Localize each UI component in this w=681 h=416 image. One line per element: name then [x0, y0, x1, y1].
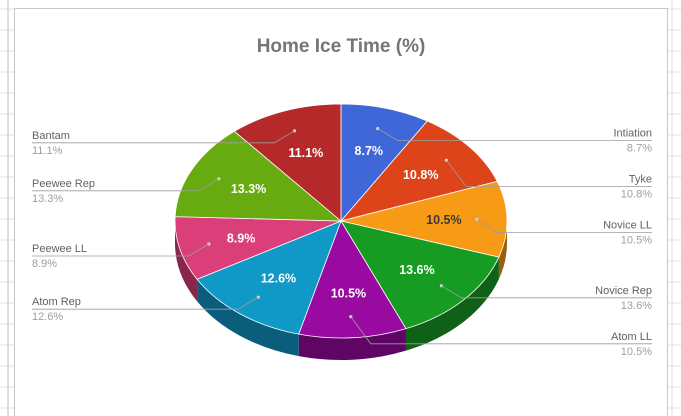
leader-line-peewee-rep — [32, 178, 219, 192]
slice-intiation[interactable] — [340, 103, 428, 222]
slice-percent-peewee-rep: 13.3% — [32, 193, 63, 205]
slice-percent-novice-ll: 10.5% — [621, 235, 652, 247]
slice-value-bantam: 11.1% — [288, 146, 323, 160]
leader-line-peewee-ll — [32, 243, 210, 257]
slice-label-novice-ll: Novice LL — [603, 220, 652, 232]
slice-label-atom-rep: Atom Rep — [32, 296, 81, 308]
slice-side-atom-ll — [298, 328, 406, 360]
slice-value-intiation: 8.7% — [355, 144, 384, 158]
slice-side-peewee-ll — [175, 221, 198, 302]
slice-peewee-rep[interactable] — [174, 130, 342, 222]
pie-slices — [174, 103, 508, 339]
leader-line-bantam — [32, 130, 295, 144]
slice-label-tyke: Tyke — [629, 174, 652, 186]
slice-percent-atom-ll: 10.5% — [621, 346, 652, 358]
leader-line-intiation — [377, 128, 652, 142]
slice-novice-ll[interactable] — [340, 180, 508, 258]
leader-line-novice-rep — [441, 285, 652, 299]
slice-side-novice-ll — [498, 221, 507, 280]
slice-percent-peewee-ll: 8.9% — [32, 258, 57, 270]
leader-line-novice-ll — [476, 219, 652, 234]
slice-value-tyke: 10.8% — [403, 168, 438, 182]
slice-percent-bantam: 11.1% — [32, 145, 63, 157]
leader-line-atom-rep — [32, 296, 259, 310]
slice-percent-tyke: 10.8% — [621, 189, 652, 201]
slice-label-atom-ll: Atom LL — [611, 331, 652, 343]
slice-side-labels: Intiation 8.7% Tyke 10.8% Novice LL 10.5% Novi… — [32, 128, 652, 358]
leader-lines — [32, 127, 652, 345]
slice-side-atom-rep — [197, 279, 299, 357]
slice-value-atom-ll: 10.5% — [331, 286, 366, 300]
slice-label-novice-rep: Novice Rep — [595, 285, 652, 297]
leader-line-tyke — [446, 160, 652, 188]
slice-value-labels: 8.7% 10.8% 10.5% 13.6% 10.5% 12.6% 8.9% 13.3% 11… — [227, 144, 462, 300]
slice-tyke[interactable] — [340, 120, 498, 222]
slice-bantam[interactable] — [233, 103, 342, 222]
slice-atom-rep[interactable] — [196, 220, 342, 335]
leader-line-atom-ll — [350, 316, 652, 345]
pie-sides — [175, 221, 507, 360]
chart-title: Home Ice Time (%) — [257, 36, 426, 57]
slice-value-peewee-rep: 13.3% — [231, 182, 266, 196]
slice-label-peewee-ll: Peewee LL — [32, 243, 87, 255]
slice-percent-novice-rep: 13.6% — [621, 300, 652, 312]
slice-peewee-ll[interactable] — [174, 216, 342, 280]
slice-atom-ll[interactable] — [298, 220, 407, 339]
slice-label-peewee-rep: Peewee Rep — [32, 178, 95, 190]
slice-value-peewee-ll: 8.9% — [227, 231, 256, 245]
slice-percent-intiation: 8.7% — [627, 143, 652, 155]
slice-side-novice-rep — [405, 257, 499, 351]
slice-label-intiation: Intiation — [613, 128, 652, 140]
slice-label-bantam: Bantam — [32, 130, 70, 142]
slice-novice-rep[interactable] — [340, 220, 500, 330]
slice-value-novice-rep: 13.6% — [399, 263, 434, 277]
slice-value-novice-ll: 10.5% — [426, 213, 461, 227]
slice-percent-atom-rep: 12.6% — [32, 311, 63, 323]
slice-value-atom-rep: 12.6% — [261, 272, 296, 286]
